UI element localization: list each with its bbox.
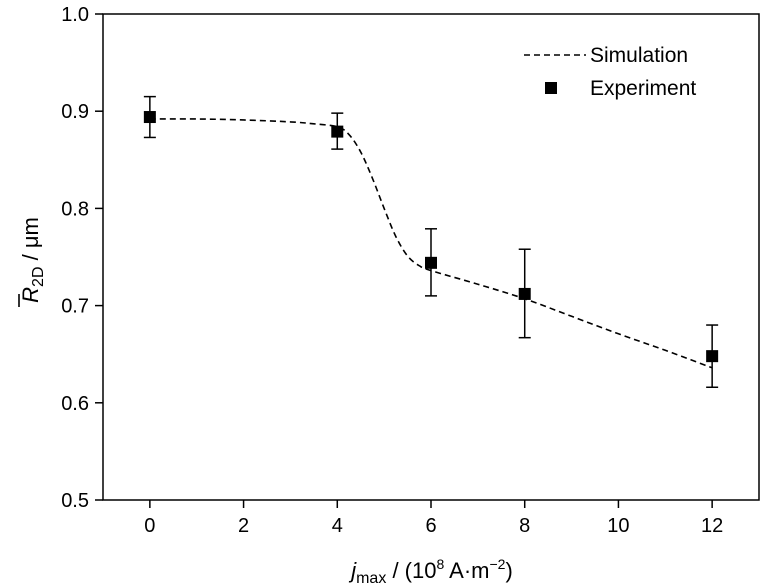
x-tick-label: 0 (144, 515, 155, 537)
legend: Simulation Experiment (524, 44, 696, 100)
x-axis-title-main: j (348, 558, 357, 583)
data-series (143, 95, 719, 388)
legend-experiment-swatch (545, 82, 557, 94)
y-tick-label: 0.9 (61, 101, 89, 123)
x-axis-title-sup2: −2 (490, 556, 506, 572)
simulation-line (149, 118, 713, 369)
y-axis-title-sub: 2D (30, 267, 47, 287)
y-tick-label: 0.7 (61, 296, 89, 318)
experiment-point (518, 287, 531, 300)
x-tick-label: 6 (425, 515, 436, 537)
x-tick-label: 4 (332, 515, 343, 537)
y-tick-label: 0.6 (61, 393, 89, 415)
y-tick-label: 0.8 (61, 198, 89, 220)
y-tick-label: 0.5 (61, 490, 89, 512)
tick-marks (95, 13, 713, 508)
x-tick-label: 8 (519, 515, 530, 537)
legend-experiment-label: Experiment (590, 77, 696, 100)
experiment-point (706, 350, 719, 363)
experiment-point (425, 256, 437, 269)
legend-simulation-label: Simulation (590, 44, 688, 67)
x-tick-label: 2 (238, 515, 249, 537)
y-axis-title-group: R2D / μm (18, 217, 47, 307)
x-axis-title-sub: max (356, 570, 386, 586)
experiment-point (143, 111, 156, 124)
x-axis-title-close: ) (505, 558, 512, 583)
y-axis-title-unit: / μm (18, 217, 43, 266)
x-axis-title-sup1: 8 (436, 556, 444, 572)
x-tick-label: 10 (607, 515, 629, 537)
y-tick-labels: 0.5 0.6 0.7 0.8 0.9 1.0 (61, 4, 89, 512)
x-axis-title-unit: A·m (444, 558, 489, 583)
y-tick-label: 1.0 (61, 4, 89, 26)
y-axis-title-main: R (18, 287, 43, 303)
x-tick-labels: 0 2 4 6 8 10 12 (144, 515, 723, 537)
x-tick-label: 12 (701, 515, 723, 537)
x-axis-title-mid: / (10 (386, 558, 436, 583)
y-axis-title: R2D / μm (18, 217, 47, 303)
experiment-point (331, 125, 344, 138)
x-axis-title: jmax / (108 A·m−2) (348, 556, 513, 586)
